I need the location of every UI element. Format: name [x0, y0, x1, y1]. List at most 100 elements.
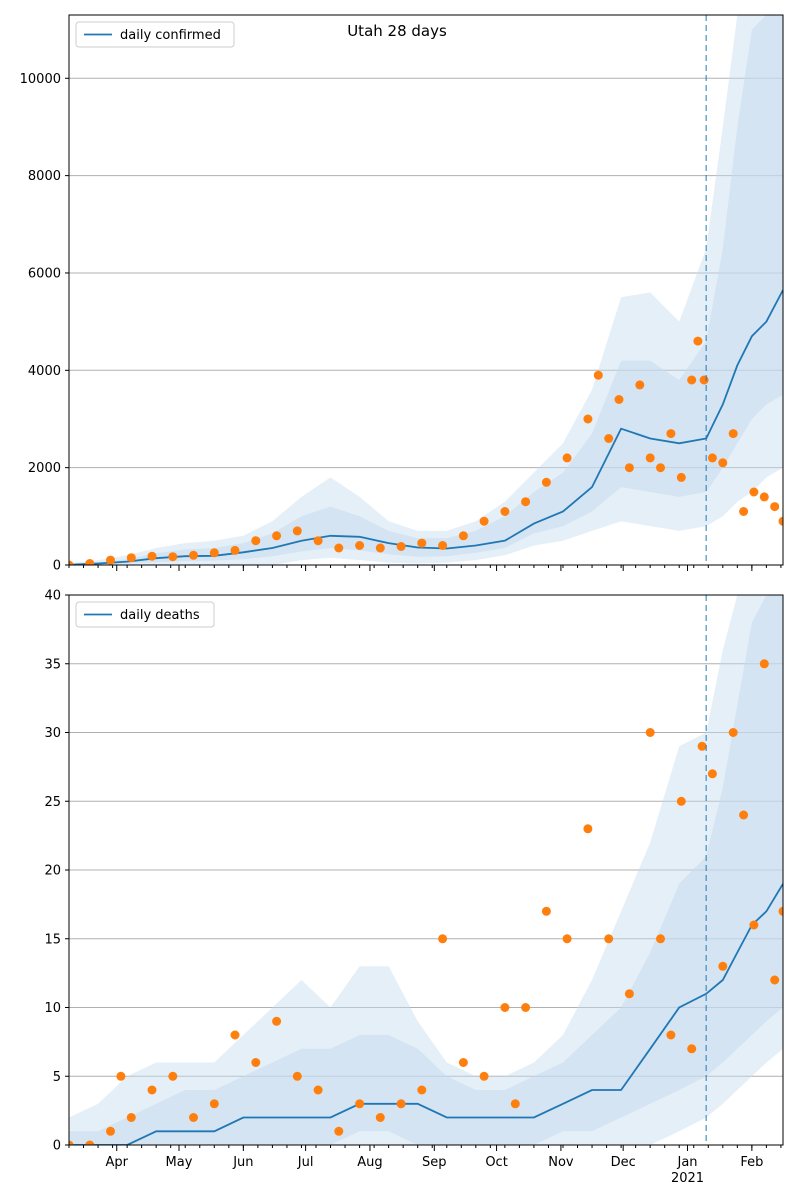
observed-point [583, 824, 593, 834]
x-tick-label: Oct [485, 1155, 507, 1170]
observed-point [707, 769, 717, 779]
x-tick-label: Feb [740, 1155, 763, 1170]
observed-point [759, 659, 769, 669]
chart-title: Utah 28 days [347, 22, 447, 40]
legend-label: daily deaths [120, 608, 200, 623]
observed-point [739, 810, 749, 820]
observed-point [479, 516, 489, 526]
observed-point [272, 531, 282, 541]
deaths-panel: 0 5 10 15 20 25 30 35 40 Apr May Jun Jul Aug Sep Oct Nov… [44, 589, 784, 1186]
y-tick-label: 10000 [20, 72, 61, 87]
observed-point [85, 1140, 95, 1145]
observed-point [69, 560, 74, 565]
observed-point [666, 1030, 676, 1040]
observed-point [521, 497, 531, 507]
x-tick-label: Nov [548, 1155, 574, 1170]
observed-point [126, 1113, 136, 1122]
y-tick-label: 5 [53, 1070, 61, 1085]
observed-point [699, 375, 709, 385]
observed-point [85, 559, 95, 565]
uncertainty-band-outer [69, 595, 783, 1145]
observed-point [126, 553, 136, 563]
legend: daily confirmed [75, 21, 235, 48]
observed-point [624, 989, 634, 999]
observed-point [718, 961, 728, 971]
y-tick-label: 0 [53, 559, 61, 574]
y-tick-label: 40 [44, 589, 61, 604]
observed-point [147, 551, 157, 561]
legend-box [75, 601, 215, 628]
observed-point [147, 1085, 157, 1095]
confirmed-panel: 0 2000 4000 6000 8000 10000 daily confirmed [20, 14, 784, 574]
observed-point [778, 906, 783, 916]
plot-area [69, 595, 783, 1145]
observed-point [541, 477, 551, 487]
observed-point [272, 1016, 282, 1026]
observed-point [334, 1126, 344, 1136]
observed-point [106, 1126, 115, 1136]
observed-point [749, 920, 759, 930]
observed-point [562, 453, 572, 463]
observed-point [209, 1099, 219, 1109]
observed-point [728, 728, 738, 737]
x-tick-label: Jul [297, 1155, 314, 1170]
observed-point [189, 550, 198, 560]
y-tick-label: 25 [44, 795, 61, 810]
observed-point [251, 1058, 261, 1067]
x-tick-label: Jun [232, 1155, 253, 1170]
observed-point [770, 975, 780, 985]
observed-point [562, 934, 572, 944]
observed-point [541, 906, 551, 916]
y-tick-label: 2000 [28, 461, 61, 476]
median-line [69, 289, 783, 565]
observed-point [656, 934, 665, 944]
observed-point [687, 1044, 697, 1054]
observed-point [313, 1085, 323, 1095]
observed-point [676, 796, 686, 806]
axes-frame [68, 14, 784, 566]
observed-point [334, 543, 344, 553]
observed-point [707, 453, 717, 463]
observed-point [500, 507, 510, 516]
observed-point [189, 1113, 198, 1122]
observed-point [375, 1113, 385, 1122]
observed-point [230, 1030, 240, 1040]
observed-point [355, 541, 365, 550]
observed-point [292, 1071, 302, 1081]
observed-point [355, 1099, 365, 1109]
observed-point [510, 1099, 520, 1109]
observed-point [624, 463, 634, 473]
observed-point [604, 934, 614, 944]
y-tick-label: 35 [44, 657, 61, 672]
observed-point [375, 543, 385, 553]
observed-point [635, 380, 645, 390]
y-tick-label: 0 [53, 1139, 61, 1154]
uncertainty-band-inner [69, 15, 783, 565]
observed-point [458, 1058, 468, 1067]
observed-point [500, 1003, 510, 1012]
x-tick-label: Sep [422, 1155, 447, 1170]
observed-point [417, 538, 427, 548]
observed-point [251, 536, 261, 546]
x-tick-label: Apr [105, 1155, 128, 1170]
observed-point [116, 1071, 126, 1081]
x-tick-label: Aug [357, 1155, 382, 1170]
observed-point [593, 370, 603, 380]
observed-point [770, 502, 780, 512]
observed-point [313, 536, 323, 546]
y-tick-label: 30 [44, 726, 61, 741]
x-tick-label: Dec [611, 1155, 636, 1170]
legend-box [75, 21, 235, 48]
y-tick-label: 10 [44, 1001, 61, 1016]
observed-point [417, 1085, 427, 1095]
observed-point [230, 545, 240, 555]
observed-point [614, 395, 624, 404]
observed-point [666, 429, 676, 439]
observed-point [106, 555, 115, 565]
observed-point [693, 336, 703, 346]
observed-point [687, 375, 697, 385]
observed-point [697, 741, 707, 751]
plot-area [69, 15, 783, 565]
observed-point [168, 1071, 178, 1081]
